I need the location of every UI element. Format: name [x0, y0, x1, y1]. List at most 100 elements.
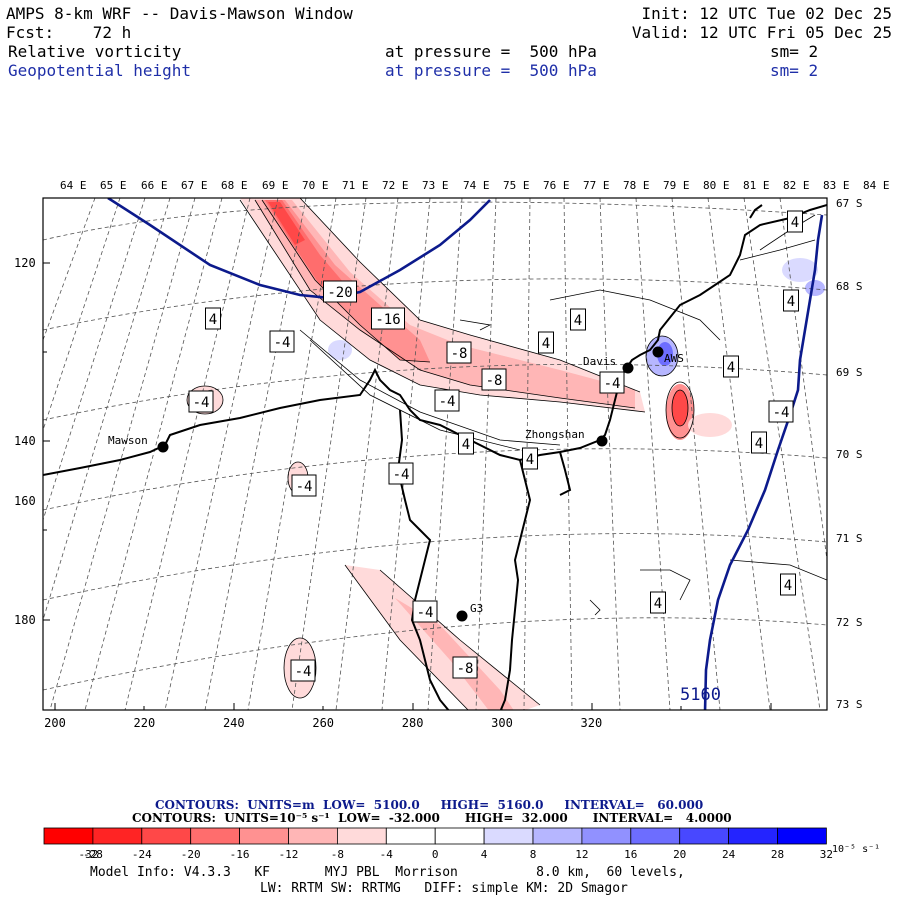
contour-label: -4 [296, 479, 313, 495]
colorbar-swatch [532, 827, 583, 845]
contour-label-box [388, 462, 414, 485]
station-aws-marker [652, 346, 664, 358]
colorbar-label: 0 [432, 848, 439, 861]
contour-label-box [458, 432, 474, 455]
longitude-label: 67 E [181, 179, 208, 192]
colorbar-label: 8 [530, 848, 537, 861]
contour-label-box [787, 210, 803, 233]
colorbar-label: 24 [722, 848, 736, 861]
latitude-label: 68 S [836, 280, 863, 293]
contour-label: -20 [327, 285, 352, 301]
grid-x-tick-label: 260 [312, 716, 334, 730]
station-label: Mawson [108, 434, 148, 447]
latitude-label: 71 S [836, 532, 863, 545]
contour-label-box [538, 331, 554, 354]
colorbar-swatch [336, 827, 387, 845]
field1-smoothing: sm= 2 [770, 42, 819, 61]
contour-label-box [768, 400, 794, 423]
colorbar-swatch [630, 827, 681, 845]
vorticity-contours [186, 198, 827, 710]
longitude-label: 70 E [302, 179, 329, 192]
field2-name: Geopotential height [8, 61, 192, 80]
contour-label-box [188, 390, 214, 413]
colorbar-swatch [581, 827, 632, 845]
longitude-label: 78 E [623, 179, 650, 192]
longitude-label: 64 E [60, 179, 87, 192]
colorbar-label: -28 [83, 848, 103, 861]
contour-label: -4 [417, 605, 434, 621]
contour-label: 4 [784, 578, 792, 594]
contour-label-box [780, 573, 796, 596]
contour-label-box [412, 600, 438, 623]
station-markers [157, 346, 664, 622]
longitude-label: 83 E [823, 179, 850, 192]
colorbar-swatch [43, 827, 94, 845]
field1-level: at pressure = 500 hPa [385, 42, 597, 61]
contour-label: -4 [393, 467, 410, 483]
colorbar-swatch [434, 827, 485, 845]
colorbar-label: -32 [79, 848, 99, 861]
station-zhongshan-marker [596, 435, 608, 447]
contour-label-box [599, 371, 625, 394]
contour-label-box [723, 355, 739, 378]
station-labels: Mawson Davis Zhongshan G3 AWS [108, 352, 684, 615]
geopotential-contours [107, 198, 824, 710]
colorbar-unit: 10⁻⁵ s⁻¹ [832, 844, 880, 855]
colorbar: -28 -24 -20 -16 -12 -8 -4 0 4 8 12 16 20 24 28 32 -32 10… [43, 827, 880, 861]
map-plot-area: Mawson Davis Zhongshan G3 AWS -20 -16 -8 -8… [43, 198, 827, 710]
station-label: G3 [470, 602, 483, 615]
grid-x-tick-label: 300 [491, 716, 513, 730]
model-info-line2: LW: RRTM SW: RRTMG DIFF: simple KM: 2D S… [260, 881, 628, 896]
longitude-label: 69 E [262, 179, 289, 192]
colorbar-swatch [288, 827, 338, 845]
graticule [43, 198, 827, 710]
contour-label-box [751, 431, 767, 454]
grid-y-tick-label: 160 [14, 494, 36, 508]
axis-labels: 64 E 65 E 66 E 67 E 68 E 69 E 70 E 71 E 72 E 73 E… [14, 179, 890, 730]
station-label: Davis [583, 355, 616, 368]
longitude-label: 68 E [221, 179, 248, 192]
colorbar-swatch [777, 827, 827, 845]
init-time: Init: 12 UTC Tue 02 Dec 25 [641, 4, 892, 23]
contour-label: -4 [604, 376, 621, 392]
colorbar-label: -16 [230, 848, 250, 861]
contour-label: 4 [791, 215, 799, 231]
colorbar-label: -12 [279, 848, 299, 861]
latitude-label: 72 S [836, 616, 863, 629]
grid-y-tick-label: 140 [14, 434, 36, 448]
model-info-line1: Model Info: V4.3.3 KF MYJ PBL Morrison 8… [90, 865, 685, 880]
grid-y-tick-label: 180 [14, 613, 36, 627]
station-mawson-marker [157, 441, 169, 453]
contour-label: -4 [295, 664, 312, 680]
contour-label-box [434, 389, 460, 412]
contour-label: 4 [542, 336, 550, 352]
colorbar-swatch [141, 827, 192, 845]
contour-label: 4 [526, 452, 534, 468]
contour-label: -4 [274, 335, 291, 351]
contour-label-box [291, 474, 317, 497]
contour-label-box [446, 341, 472, 364]
colorbar-label: -4 [380, 848, 394, 861]
axis-ticks [43, 262, 772, 710]
contour-label: 4 [787, 294, 795, 310]
contour-labels: -20 -16 -8 -8 -4 -4 -4 -4 -4 -4 4 4 4 4 4 4 4 4 4 4 4 -8 -4 -4 -… [188, 210, 803, 682]
longitude-label: 76 E [543, 179, 570, 192]
colorbar-label: 28 [771, 848, 784, 861]
colorbar-label: 32 [820, 848, 833, 861]
colorbar-swatch [728, 827, 778, 845]
contour-label-box [783, 289, 799, 312]
grid-x-tick-label: 220 [134, 716, 156, 730]
contour-label-box [452, 656, 478, 679]
map-frame [42, 197, 828, 711]
vorticity-contour-info: CONTOURS: UNITS=10⁻⁵ s⁻¹ LOW= -32.000 HI… [132, 811, 732, 825]
contour-label-box [269, 330, 295, 353]
colorbar-swatch [239, 827, 289, 845]
colorbar-label: 16 [624, 848, 637, 861]
colorbar-swatch [190, 827, 240, 845]
grid-x-tick-label: 280 [402, 716, 424, 730]
contour-label: 4 [755, 436, 763, 452]
colorbar-label: -8 [331, 848, 344, 861]
contour-label: -8 [451, 346, 468, 362]
colorbar-label: 4 [481, 848, 488, 861]
colorbar-swatch [679, 827, 730, 845]
